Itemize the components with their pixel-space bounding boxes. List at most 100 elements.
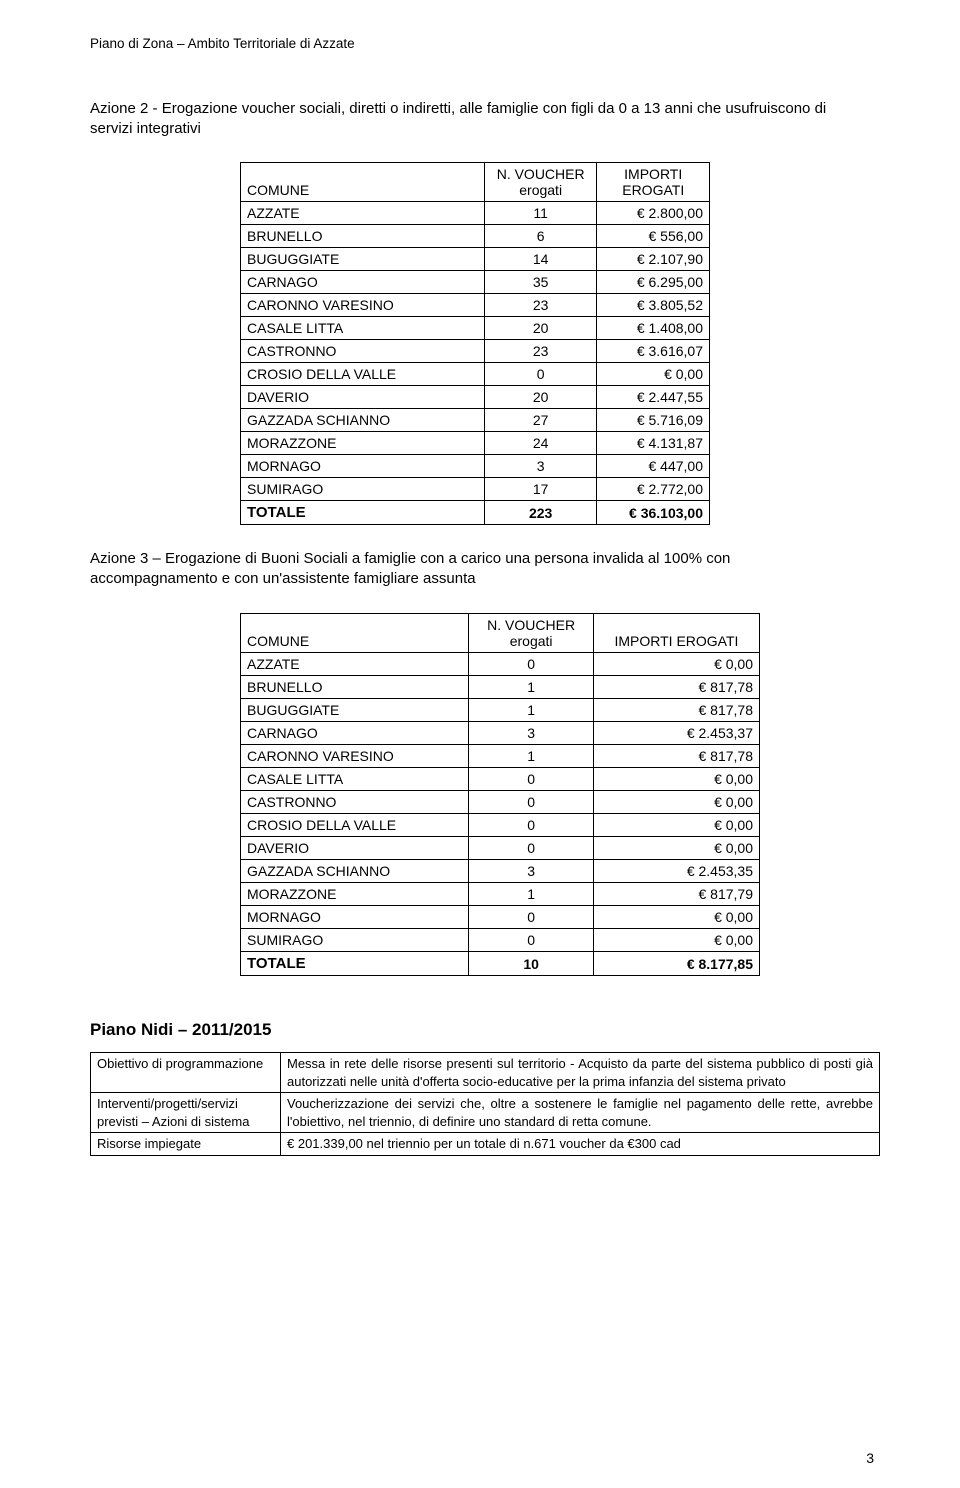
cell-importi: € 4.131,87 — [597, 431, 710, 454]
info-value: € 201.339,00 nel triennio per un totale … — [281, 1133, 880, 1156]
cell-comune: CARNAGO — [241, 270, 485, 293]
table-row: CROSIO DELLA VALLE0€ 0,00 — [241, 362, 710, 385]
col-comune: COMUNE — [241, 162, 485, 201]
cell-total-label: TOTALE — [241, 500, 485, 524]
cell-comune: BUGUGGIATE — [241, 247, 485, 270]
col-comune: COMUNE — [241, 614, 469, 653]
cell-importi: € 0,00 — [593, 837, 759, 860]
cell-total-v: € 36.103,00 — [597, 500, 710, 524]
table-row: DAVERIO20€ 2.447,55 — [241, 385, 710, 408]
table-row: CASTRONNO0€ 0,00 — [241, 791, 760, 814]
table-row: AZZATE0€ 0,00 — [241, 653, 760, 676]
cell-voucher: 20 — [484, 316, 597, 339]
cell-total-n: 223 — [484, 500, 597, 524]
cell-comune: CASALE LITTA — [241, 316, 485, 339]
cell-importi: € 5.716,09 — [597, 408, 710, 431]
table-total-row: TOTALE223€ 36.103,00 — [241, 500, 710, 524]
cell-importi: € 0,00 — [593, 814, 759, 837]
cell-importi: € 1.408,00 — [597, 316, 710, 339]
cell-comune: MORNAGO — [241, 454, 485, 477]
table-row: GAZZADA SCHIANNO3€ 2.453,35 — [241, 860, 760, 883]
cell-voucher: 3 — [469, 860, 594, 883]
cell-importi: € 0,00 — [593, 653, 759, 676]
table-row: DAVERIO0€ 0,00 — [241, 837, 760, 860]
cell-comune: DAVERIO — [241, 837, 469, 860]
table-row: SUMIRAGO17€ 2.772,00 — [241, 477, 710, 500]
table-header-row: COMUNE N. VOUCHER erogati IMPORTI EROGAT… — [241, 162, 710, 201]
table-row: CROSIO DELLA VALLE0€ 0,00 — [241, 814, 760, 837]
cell-voucher: 1 — [469, 745, 594, 768]
cell-importi: € 556,00 — [597, 224, 710, 247]
table-row: CARONNO VARESINO23€ 3.805,52 — [241, 293, 710, 316]
cell-importi: € 2.453,37 — [593, 722, 759, 745]
cell-voucher: 23 — [484, 293, 597, 316]
info-row: Risorse impiegate€ 201.339,00 nel trienn… — [91, 1133, 880, 1156]
info-label: Obiettivo di programmazione — [91, 1053, 281, 1093]
table-total-row: TOTALE10€ 8.177,85 — [241, 952, 760, 976]
cell-voucher: 3 — [469, 722, 594, 745]
table-row: SUMIRAGO0€ 0,00 — [241, 929, 760, 952]
running-header: Piano di Zona – Ambito Territoriale di A… — [90, 36, 880, 51]
cell-voucher: 0 — [469, 837, 594, 860]
cell-importi: € 0,00 — [593, 791, 759, 814]
info-label: Risorse impiegate — [91, 1133, 281, 1156]
cell-voucher: 0 — [469, 768, 594, 791]
cell-importi: € 3.805,52 — [597, 293, 710, 316]
cell-comune: BUGUGGIATE — [241, 699, 469, 722]
table-row: CARONNO VARESINO1€ 817,78 — [241, 745, 760, 768]
cell-importi: € 817,78 — [593, 745, 759, 768]
info-label: Interventi/progetti/servizi previsti – A… — [91, 1093, 281, 1133]
table-row: MORAZZONE24€ 4.131,87 — [241, 431, 710, 454]
table-row: CASALE LITTA20€ 1.408,00 — [241, 316, 710, 339]
table-row: BRUNELLO6€ 556,00 — [241, 224, 710, 247]
cell-importi: € 2.800,00 — [597, 201, 710, 224]
cell-importi: € 2.107,90 — [597, 247, 710, 270]
azione2-title: Azione 2 - Erogazione voucher sociali, d… — [90, 99, 850, 140]
table-row: CASTRONNO23€ 3.616,07 — [241, 339, 710, 362]
cell-voucher: 23 — [484, 339, 597, 362]
cell-importi: € 447,00 — [597, 454, 710, 477]
cell-comune: CASTRONNO — [241, 339, 485, 362]
col-importi: IMPORTI EROGATI — [597, 162, 710, 201]
cell-voucher: 1 — [469, 883, 594, 906]
table-row: CARNAGO3€ 2.453,37 — [241, 722, 760, 745]
azione3-table: COMUNE N. VOUCHER erogati IMPORTI EROGAT… — [240, 613, 760, 976]
cell-voucher: 0 — [469, 791, 594, 814]
cell-comune: GAZZADA SCHIANNO — [241, 860, 469, 883]
cell-comune: CROSIO DELLA VALLE — [241, 814, 469, 837]
cell-comune: CARONNO VARESINO — [241, 745, 469, 768]
cell-importi: € 817,78 — [593, 676, 759, 699]
cell-comune: AZZATE — [241, 201, 485, 224]
azione2-table: COMUNE N. VOUCHER erogati IMPORTI EROGAT… — [240, 162, 710, 525]
cell-voucher: 17 — [484, 477, 597, 500]
info-value: Voucherizzazione dei servizi che, oltre … — [281, 1093, 880, 1133]
piano-nidi-heading: Piano Nidi – 2011/2015 — [90, 1020, 880, 1040]
cell-comune: MORAZZONE — [241, 883, 469, 906]
table-row: BUGUGGIATE1€ 817,78 — [241, 699, 760, 722]
cell-voucher: 0 — [484, 362, 597, 385]
cell-voucher: 6 — [484, 224, 597, 247]
page-number: 3 — [866, 1450, 874, 1466]
cell-comune: CARNAGO — [241, 722, 469, 745]
cell-voucher: 27 — [484, 408, 597, 431]
cell-importi: € 817,79 — [593, 883, 759, 906]
cell-importi: € 0,00 — [597, 362, 710, 385]
table-header-row: COMUNE N. VOUCHER erogati IMPORTI EROGAT… — [241, 614, 760, 653]
cell-comune: CARONNO VARESINO — [241, 293, 485, 316]
cell-voucher: 0 — [469, 906, 594, 929]
cell-importi: € 2.447,55 — [597, 385, 710, 408]
cell-total-label: TOTALE — [241, 952, 469, 976]
table-row: MORNAGO0€ 0,00 — [241, 906, 760, 929]
cell-comune: MORNAGO — [241, 906, 469, 929]
table-row: AZZATE11€ 2.800,00 — [241, 201, 710, 224]
cell-voucher: 1 — [469, 699, 594, 722]
cell-voucher: 0 — [469, 653, 594, 676]
piano-nidi-table: Obiettivo di programmazioneMessa in rete… — [90, 1052, 880, 1156]
info-value: Messa in rete delle risorse presenti sul… — [281, 1053, 880, 1093]
cell-total-n: 10 — [469, 952, 594, 976]
cell-voucher: 0 — [469, 929, 594, 952]
cell-voucher: 35 — [484, 270, 597, 293]
cell-voucher: 0 — [469, 814, 594, 837]
cell-voucher: 14 — [484, 247, 597, 270]
table-row: CARNAGO35€ 6.295,00 — [241, 270, 710, 293]
